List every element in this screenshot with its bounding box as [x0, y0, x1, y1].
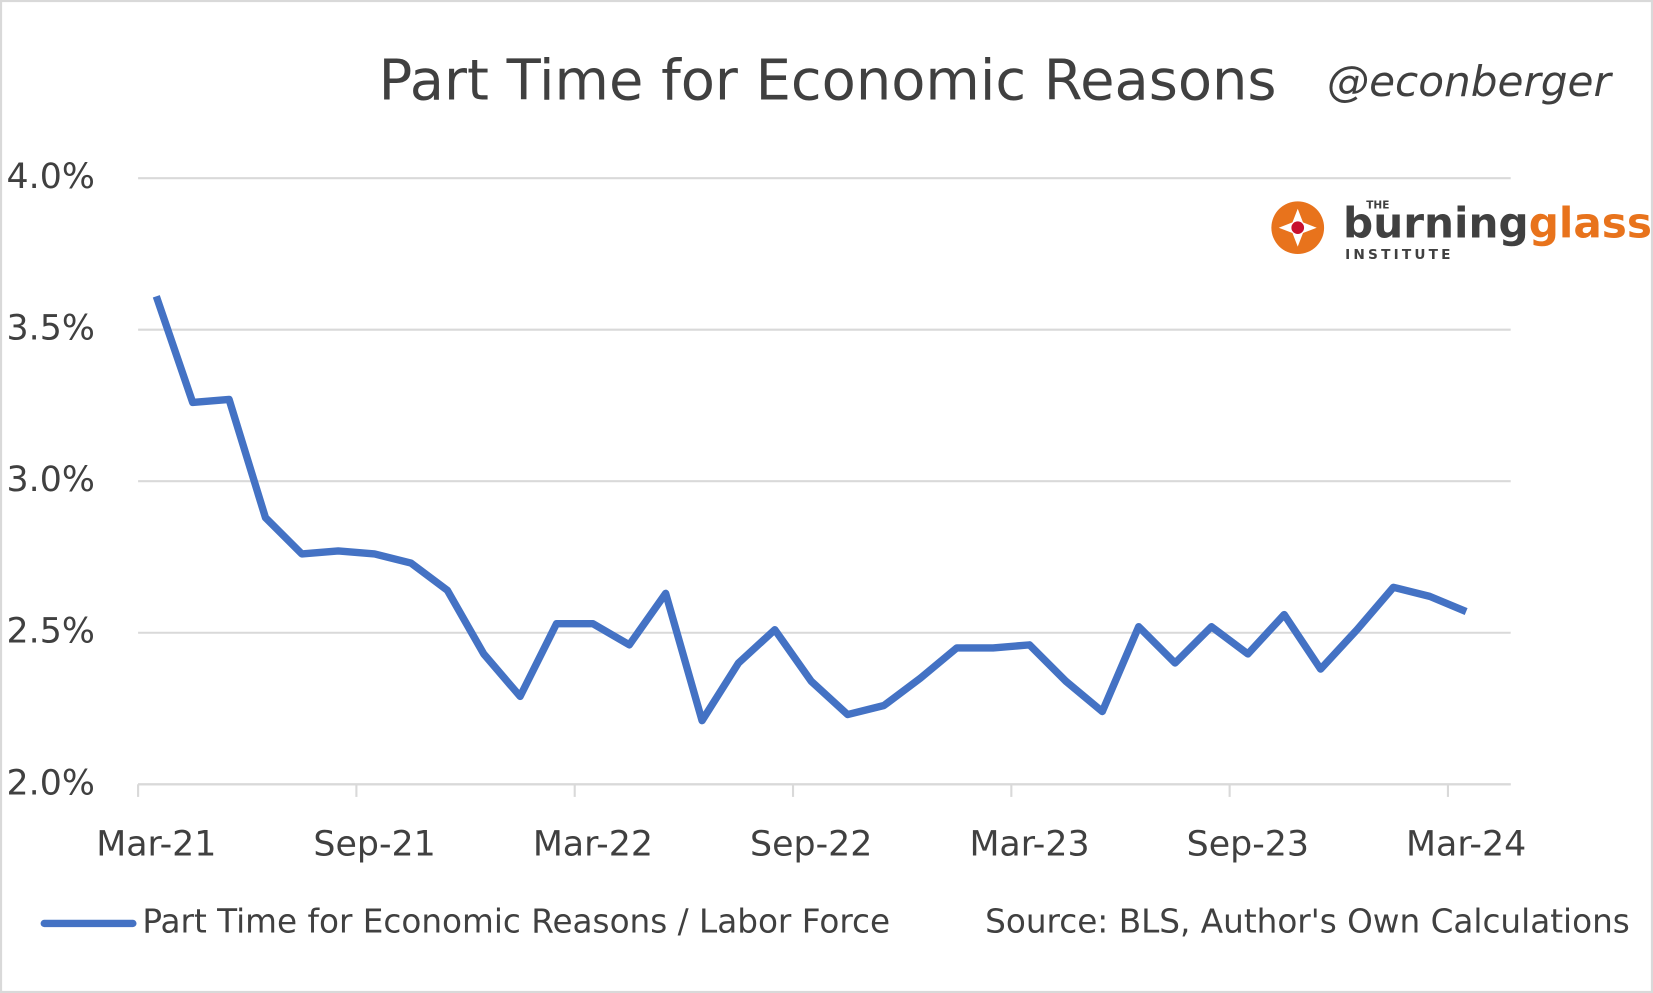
logo-word-2: glass: [1529, 198, 1652, 247]
x-tick-label: Mar-21: [96, 824, 216, 864]
handle: @econberger: [1327, 57, 1614, 106]
legend-label: Part Time for Economic Reasons / Labor F…: [142, 902, 890, 940]
logo-top: THE: [1366, 200, 1389, 212]
y-tick-label: 3.0%: [7, 460, 95, 500]
y-tick-label: 2.0%: [7, 763, 95, 803]
logo: THE burningglass INSTITUTE: [1271, 198, 1652, 263]
logo-center: [1291, 221, 1305, 235]
source-note: Source: BLS, Author's Own Calculations: [985, 902, 1630, 940]
x-tick-label: Mar-24: [1406, 824, 1526, 864]
logo-word-1: burning: [1343, 198, 1529, 247]
logo-word: burningglass: [1343, 198, 1652, 247]
y-tick-label: 3.5%: [7, 309, 95, 349]
x-tick-label: Sep-21: [313, 824, 435, 864]
data-line: [152, 295, 1468, 725]
x-tick-label: Sep-22: [750, 824, 872, 864]
x-tick-label: Mar-23: [969, 824, 1089, 864]
x-tick-label: Mar-22: [533, 824, 653, 864]
y-tick-label: 2.5%: [7, 612, 95, 652]
logo-bottom: INSTITUTE: [1345, 247, 1453, 263]
chart-title: Part Time for Economic Reasons: [379, 48, 1277, 113]
x-tick-label: Sep-23: [1187, 824, 1309, 864]
y-tick-label: 4.0%: [7, 157, 95, 197]
